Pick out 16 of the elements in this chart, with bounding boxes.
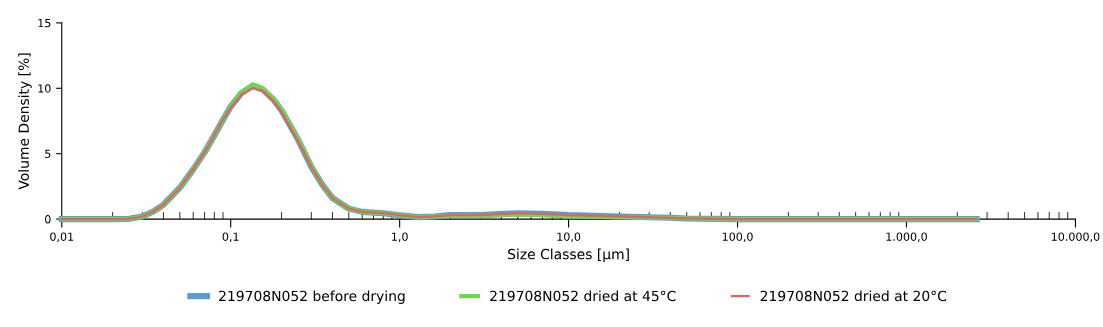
x-tick-label: 0,01: [50, 232, 74, 243]
legend-label: 219708N052 dried at 45°C: [490, 290, 676, 302]
x-tick-label: 10,0: [557, 232, 581, 243]
legend-label: 219708N052 before drying: [219, 290, 405, 304]
y-tick-label: 15: [38, 19, 51, 28]
x-tick-label: 10.000,0: [1051, 232, 1100, 243]
y-tick-label: 5: [45, 149, 51, 159]
y-tick-label: 10: [38, 84, 51, 93]
legend-label: 219708N052 dried at 20°C: [760, 290, 947, 302]
x-tick-label: 1,0: [392, 232, 408, 243]
y-tick-label: 0: [45, 215, 51, 224]
x-axis-title: Size Classes [µm]: [508, 248, 629, 263]
x-tick-label: 1.000,0: [886, 232, 927, 243]
y-axis-title: Volume Density [%]: [18, 53, 32, 190]
x-tick-label: 0,1: [222, 232, 239, 243]
x-tick-label: 100,0: [722, 232, 753, 243]
